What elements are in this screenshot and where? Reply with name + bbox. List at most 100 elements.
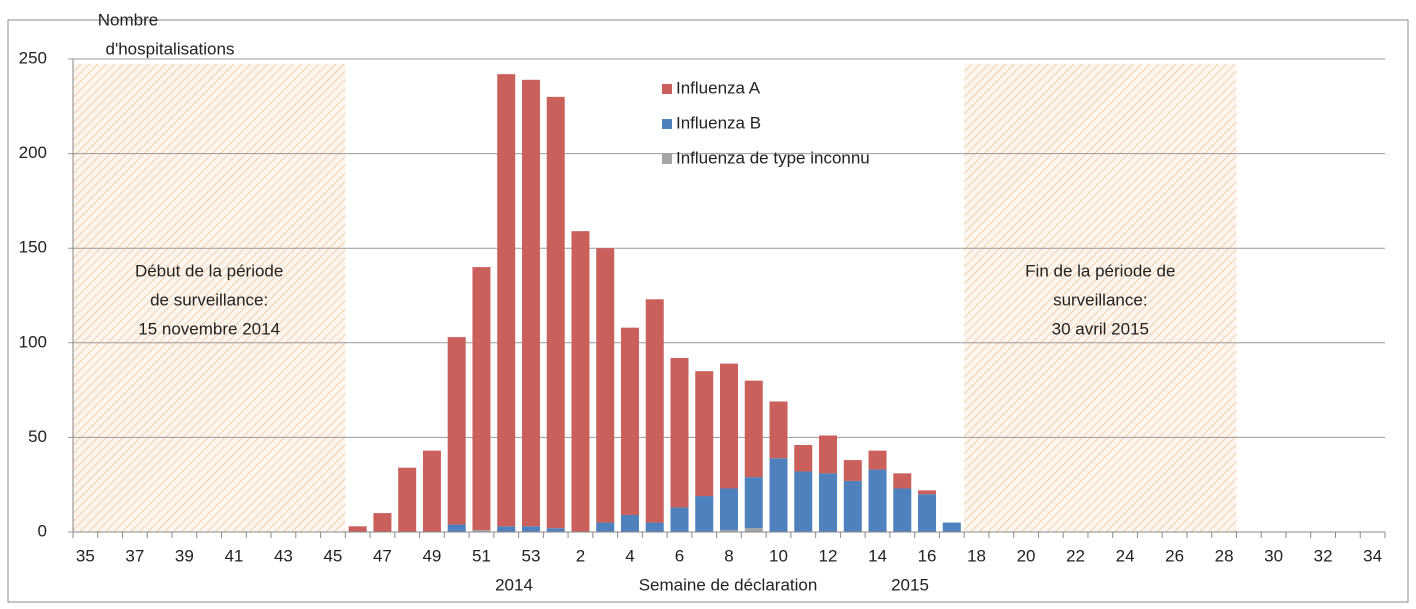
- legend-label: Influenza A: [676, 78, 761, 97]
- bar-segment: [893, 488, 912, 532]
- bar-segment: [744, 477, 763, 529]
- legend-label: Influenza B: [676, 113, 761, 132]
- region: [964, 64, 1237, 532]
- y-tick-label: 200: [19, 143, 47, 162]
- x-tick-label: 6: [675, 546, 684, 565]
- bar-segment: [546, 96, 565, 529]
- bar-segment: [348, 526, 367, 532]
- bar-segment: [398, 467, 417, 532]
- bar-segment: [695, 371, 714, 497]
- x-tick-label: 4: [625, 546, 634, 565]
- x-tick-label: 28: [1215, 546, 1234, 565]
- region-label: 30 avril 2015: [1052, 319, 1149, 338]
- y-label: d'hospitalisations: [106, 39, 235, 58]
- y-tick-label: 150: [19, 238, 47, 257]
- bar-segment: [645, 522, 664, 532]
- bar-segment: [918, 494, 937, 532]
- bar-segment: [720, 363, 738, 489]
- y-tick-label: 0: [38, 521, 47, 540]
- bar-segment: [942, 522, 961, 532]
- x-tick-label: 39: [175, 546, 194, 565]
- frame: [7, 19, 1409, 603]
- x-tick-label: 35: [76, 546, 95, 565]
- bar-segment: [819, 473, 838, 532]
- y-tick-label: 100: [19, 332, 47, 351]
- bar-segment: [521, 526, 540, 532]
- bar-segment: [868, 450, 887, 470]
- bar-segment: [373, 513, 392, 532]
- bar-segment: [497, 526, 516, 532]
- bar-segment: [819, 435, 838, 474]
- x-tick-label: 34: [1363, 546, 1382, 565]
- bar-segment: [893, 473, 912, 489]
- bar-segment: [744, 528, 763, 532]
- region-label: 15 novembre 2014: [138, 319, 280, 338]
- x-tick-label: 49: [422, 546, 441, 565]
- y-tick-label: 50: [28, 427, 47, 446]
- legend-swatch: [662, 84, 672, 94]
- bar-segment: [422, 450, 441, 532]
- x-tick-label: 2: [576, 546, 585, 565]
- x-tick-label: 22: [1066, 546, 1085, 565]
- bar-segment: [497, 74, 516, 527]
- bar-segment: [447, 524, 466, 532]
- bar-segment: [447, 337, 466, 525]
- legend-label: Influenza de type inconnu: [676, 148, 870, 167]
- region-label: surveillance:: [1053, 290, 1148, 309]
- bar-segment: [645, 299, 664, 523]
- x-tick-label: 26: [1165, 546, 1184, 565]
- x-tick-label: 45: [323, 546, 342, 565]
- x-tick-label: 30: [1264, 546, 1283, 565]
- x-tick-label: 37: [125, 546, 144, 565]
- y-label: Nombre: [98, 10, 158, 29]
- bar-segment: [546, 528, 565, 532]
- bar-segment: [620, 514, 639, 532]
- bar-segment: [720, 530, 738, 532]
- x-tick-label: 16: [918, 546, 937, 565]
- bar-segment: [670, 357, 689, 508]
- x-tick-label: 8: [724, 546, 733, 565]
- bar-segment: [744, 380, 763, 478]
- x-tick-label: 24: [1116, 546, 1135, 565]
- bar-segment: [571, 231, 590, 532]
- x-tick-label: 12: [819, 546, 838, 565]
- x-tick-label: 20: [1017, 546, 1036, 565]
- bar-segment: [670, 507, 689, 532]
- bar-segment: [720, 488, 738, 531]
- y-tick-label: 250: [19, 48, 47, 67]
- x-label: Semaine de déclaration: [639, 575, 818, 594]
- region-label: Fin de la période de: [1025, 261, 1175, 280]
- x-tick-label: 53: [522, 546, 541, 565]
- legend-swatch: [662, 154, 672, 164]
- bar-segment: [794, 444, 813, 472]
- x-tick-label: 43: [274, 546, 293, 565]
- region-label: Début de la période: [135, 261, 283, 280]
- bar-segment: [596, 248, 615, 523]
- x-tick-label: 18: [967, 546, 986, 565]
- x-tick-label: 10: [769, 546, 788, 565]
- bar-segment: [843, 460, 862, 481]
- bar-segment: [596, 522, 615, 532]
- bar-segment: [472, 267, 491, 531]
- x-tick-label: 47: [373, 546, 392, 565]
- bar-segment: [695, 496, 714, 532]
- x-tick-label: 14: [868, 546, 887, 565]
- legend-swatch: [662, 119, 672, 129]
- bar-segment: [472, 530, 491, 532]
- bar-segment: [843, 480, 862, 532]
- x-tick-label: 51: [472, 546, 491, 565]
- x-tick-label: 41: [224, 546, 243, 565]
- bar-segment: [521, 79, 540, 527]
- bar-segment: [620, 327, 639, 515]
- year-label: 2015: [891, 575, 929, 594]
- bar-segment: [769, 401, 788, 459]
- x-tick-label: 32: [1314, 546, 1333, 565]
- bar-segment: [918, 490, 937, 495]
- year-label: 2014: [495, 575, 533, 594]
- bar-segment: [794, 471, 813, 532]
- bar-segment: [769, 458, 788, 532]
- region-label: de surveillance:: [150, 290, 268, 309]
- bar-segment: [868, 469, 887, 532]
- region: [73, 64, 346, 532]
